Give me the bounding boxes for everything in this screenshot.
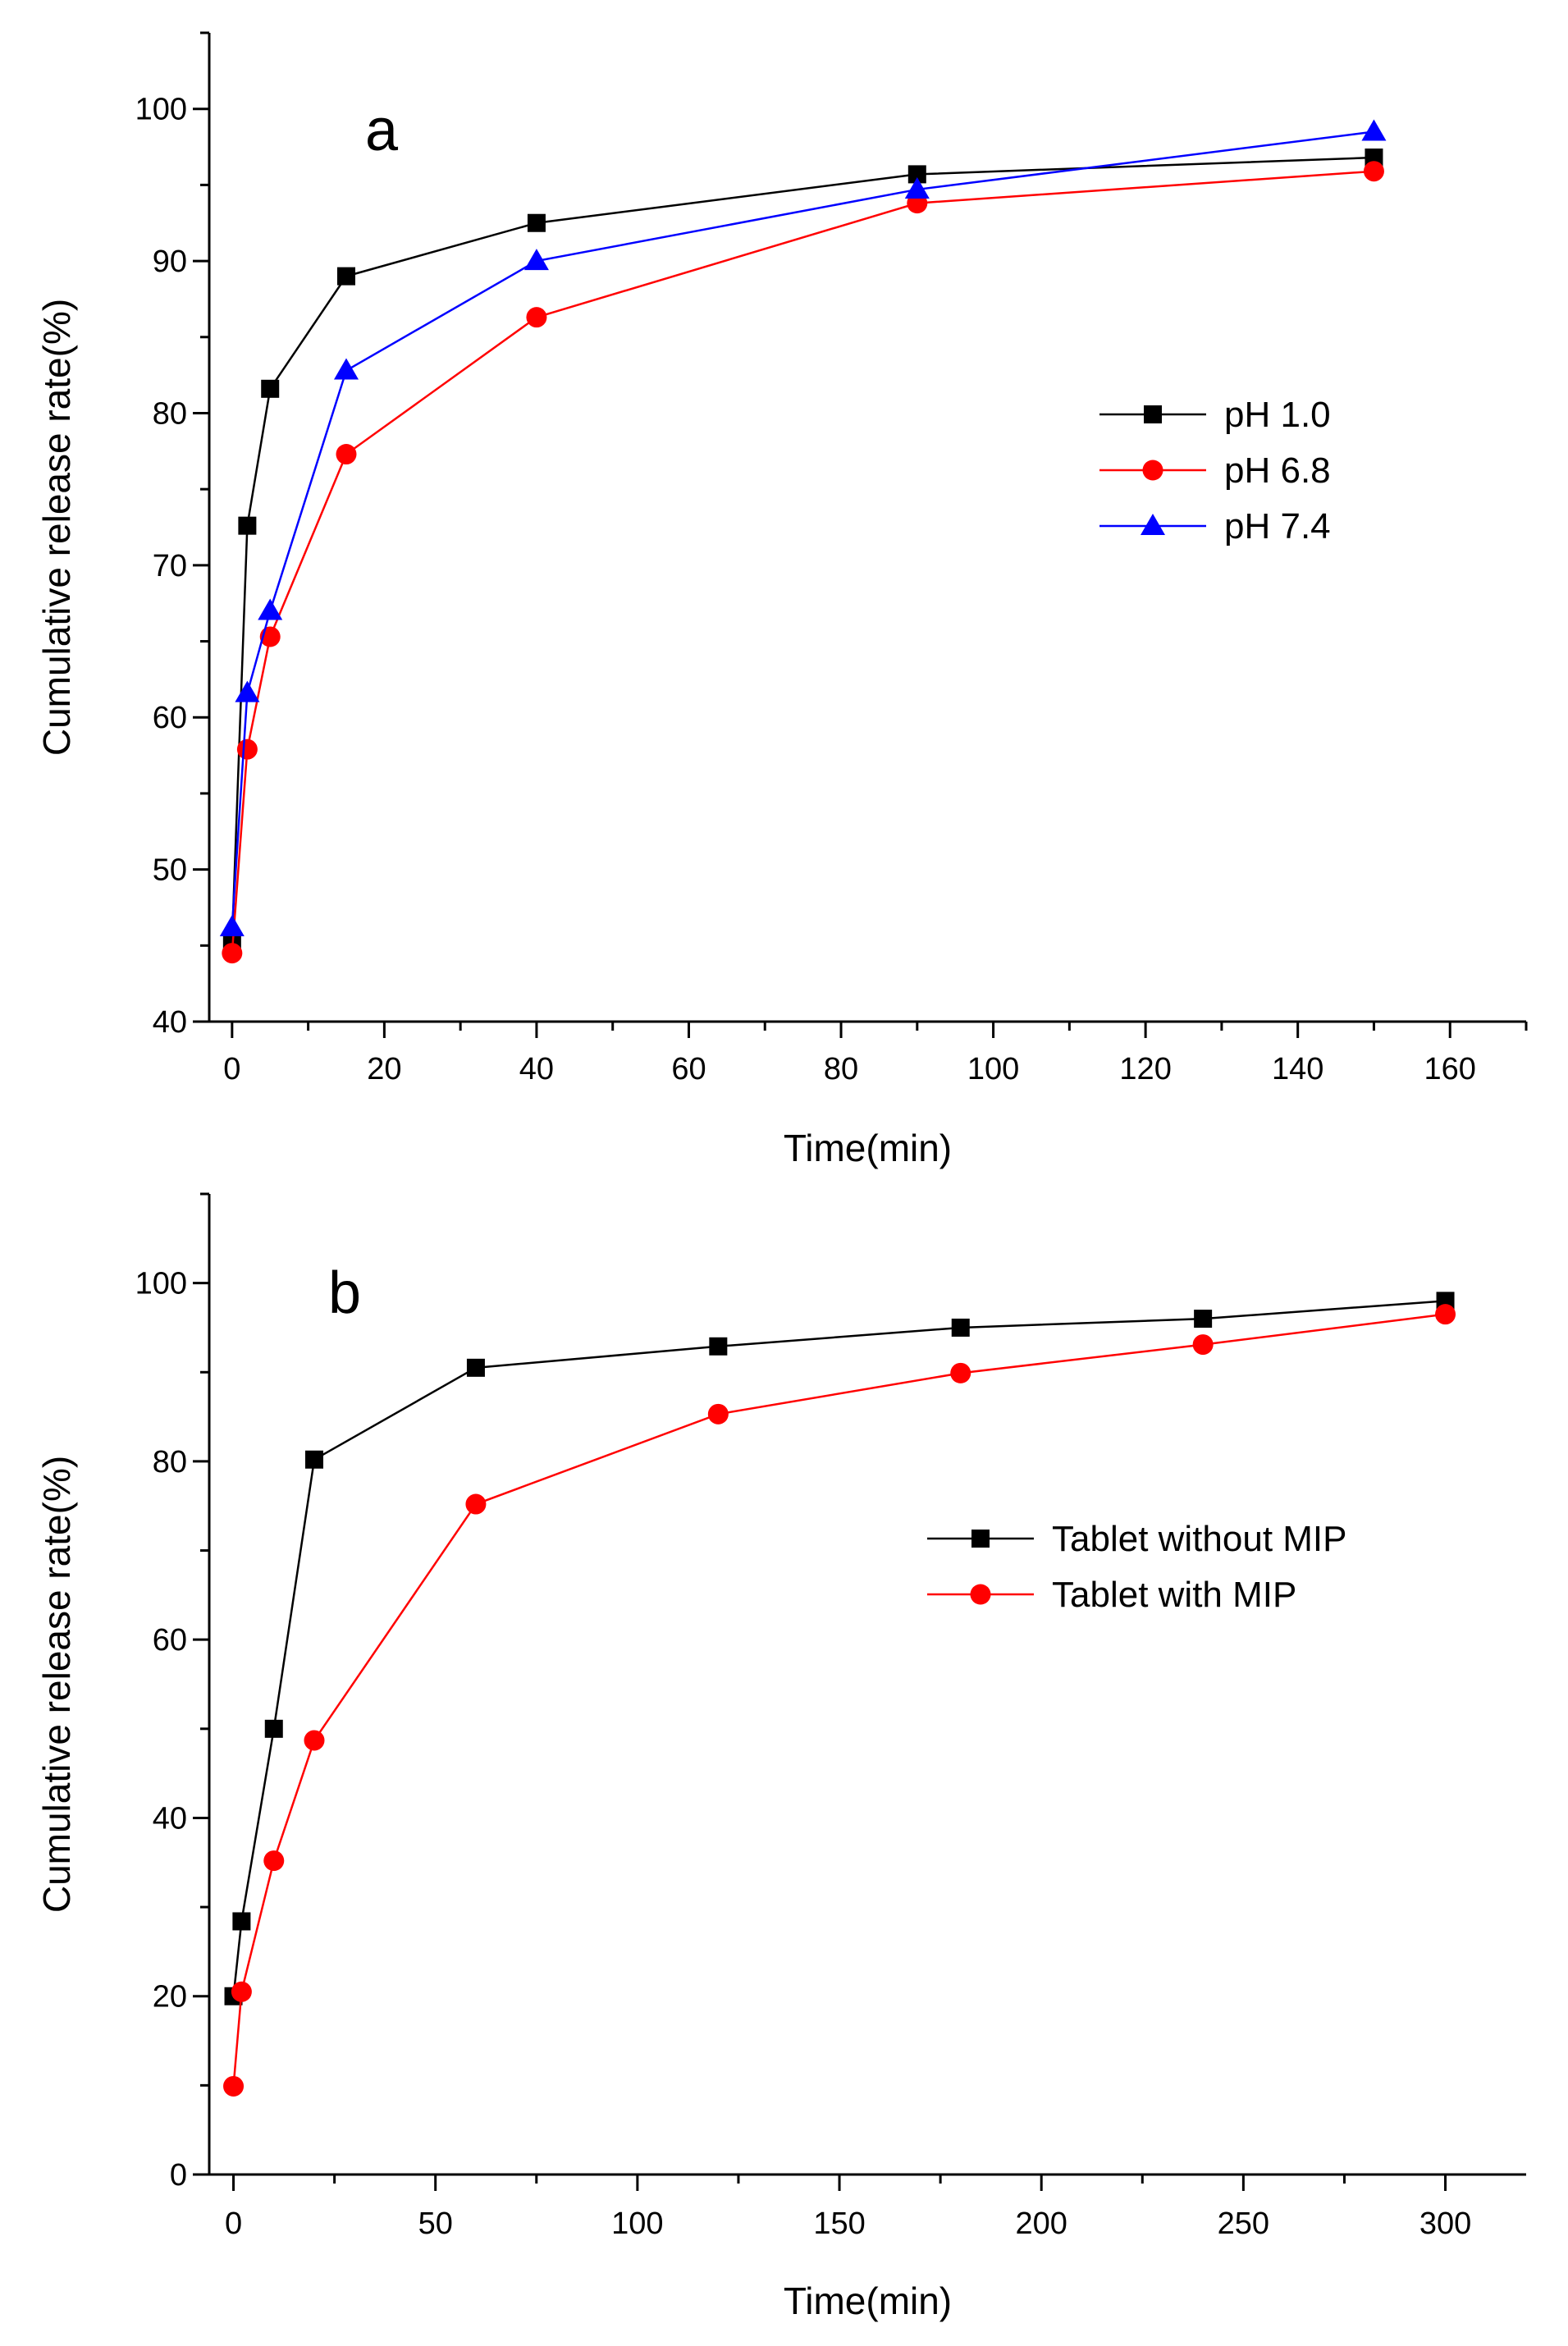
x-tick-label: 60 [671,1052,706,1086]
data-point [950,1362,971,1383]
data-point [304,1730,325,1751]
data-point [305,1450,324,1469]
data-point [465,1493,487,1515]
legend-marker [971,1530,990,1548]
x-tick-label: 200 [1015,2207,1067,2241]
data-point [709,1337,728,1356]
x-tick-label: 120 [1119,1052,1171,1086]
panel-a: 0 20 40 60 80 100 120 140 160 40 50 60 70 80 90 100 Time… [35,31,1528,1169]
legend-marker [970,1584,991,1605]
y-tick-label: 90 [153,245,187,279]
x-tick-label: 300 [1419,2207,1471,2241]
series-line-0 [231,156,1374,941]
x-tick-label: 100 [611,2207,663,2241]
data-point [907,165,926,184]
panel-label: a [365,98,399,163]
legend-label: Tablet with MIP [1052,1575,1296,1615]
x-tick-label: 100 [967,1052,1019,1086]
legend-label: pH 1.0 [1224,395,1331,435]
panel-b: 0 50 100 150 200 250 300 0 20 40 60 80 100 Time(min) C… [35,1192,1526,2322]
y-tick-label: 100 [135,93,187,127]
data-point [336,267,355,286]
y-tick-label: 80 [153,1445,187,1479]
x-tick-label: 20 [367,1052,401,1086]
data-point [526,307,547,328]
data-point [1194,1310,1213,1328]
y-tick-label: 80 [153,396,187,431]
data-point [1363,161,1384,182]
data-point [1361,119,1387,141]
data-point [263,1850,285,1872]
x-axis-title: Time(min) [784,1127,952,1169]
data-point [235,680,260,702]
data-point [904,176,930,199]
data-point [236,739,258,760]
data-point [707,1403,729,1425]
y-tick-label: 70 [153,549,187,583]
data-point [336,444,357,465]
x-tick-label: 80 [824,1052,858,1086]
x-tick-label: 160 [1424,1052,1476,1086]
legend-marker [1141,514,1165,535]
series-line-2 [231,130,1374,928]
data-point [219,915,245,937]
data-point [951,1318,970,1337]
x-tick-label: 150 [813,2207,865,2241]
y-tick-label: 60 [153,1623,187,1658]
x-axis-title: Time(min) [784,2280,952,2322]
data-point [527,213,546,232]
data-point [232,1912,251,1931]
x-tick-label: 40 [519,1052,554,1086]
legend-label: pH 7.4 [1224,506,1331,546]
data-point [261,379,280,398]
data-point [238,516,257,535]
data-point [466,1358,485,1377]
panel-label: b [328,1260,361,1326]
y-tick-label: 100 [135,1267,187,1301]
data-point [231,1981,252,2002]
legend-label: pH 6.8 [1224,450,1331,491]
y-tick-label: 40 [153,1005,187,1040]
data-point [264,1719,283,1738]
data-point [258,598,283,620]
data-point [333,358,359,380]
x-tick-label: 140 [1272,1052,1323,1086]
data-point [1192,1334,1214,1356]
x-tick-label: 0 [223,1052,240,1086]
legend-marker [1142,460,1163,481]
data-point [222,943,243,964]
x-tick-label: 50 [418,2207,453,2241]
series-line-0 [232,1300,1446,1996]
x-tick-label: 0 [225,2207,242,2241]
y-tick-label: 0 [170,2158,187,2193]
y-tick-label: 40 [153,1801,187,1836]
data-point [1435,1304,1456,1325]
series-line-1 [231,170,1374,953]
data-point [523,249,549,271]
y-axis-title: Cumulative release rate(%) [35,1456,78,1913]
data-point [223,2075,245,2097]
y-axis-title: Cumulative release rate(%) [35,299,78,756]
y-tick-label: 60 [153,701,187,735]
series-line-1 [232,1313,1446,2087]
legend-marker [1144,405,1162,423]
legend-label: Tablet without MIP [1052,1519,1347,1559]
x-tick-label: 250 [1218,2207,1269,2241]
y-tick-label: 20 [153,1980,187,2014]
y-tick-label: 50 [153,853,187,888]
